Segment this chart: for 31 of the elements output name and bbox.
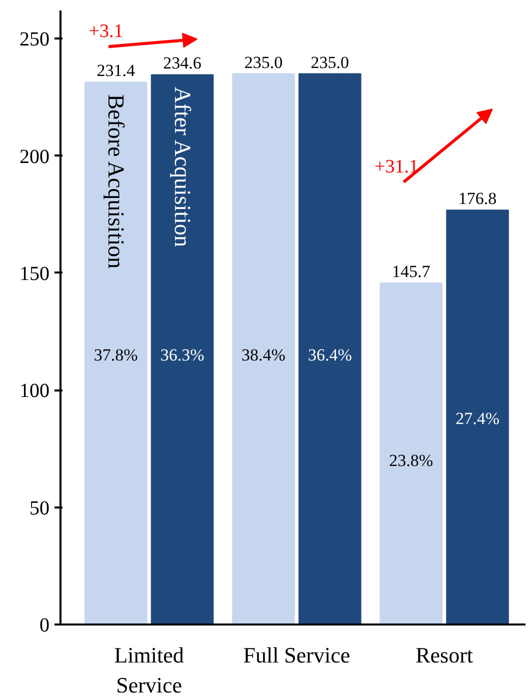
annotation: 36.4% bbox=[308, 345, 352, 364]
data-label: 231.4 bbox=[96, 61, 136, 80]
y-tick-label: 50 bbox=[30, 497, 50, 520]
y-tick-label: 200 bbox=[20, 146, 50, 168]
y-tick-label: 150 bbox=[20, 262, 50, 285]
y-tick-label: 250 bbox=[20, 28, 50, 51]
bar bbox=[298, 73, 362, 624]
series-label: After Acquisition bbox=[170, 86, 195, 248]
x-tick-label: Resort bbox=[416, 642, 474, 668]
annotation: 27.4% bbox=[456, 408, 500, 428]
annotation: 37.8% bbox=[94, 345, 138, 364]
annotation: 38.4% bbox=[242, 345, 286, 364]
data-label: 145.7 bbox=[392, 262, 431, 282]
bar bbox=[232, 73, 295, 624]
bar bbox=[446, 210, 509, 624]
series-label: Before Acquisition bbox=[103, 94, 128, 270]
y-tick-label: 100 bbox=[20, 380, 50, 402]
data-label: 235.0 bbox=[310, 52, 350, 72]
y-tick-label: 0 bbox=[40, 614, 50, 636]
x-tick-label: Limited Service bbox=[114, 642, 184, 698]
bar bbox=[84, 82, 148, 624]
data-label: 176.8 bbox=[458, 189, 497, 208]
x-tick-label: Full Service bbox=[243, 642, 350, 668]
bar bbox=[150, 74, 214, 624]
data-label: 235.0 bbox=[244, 52, 283, 72]
data-label: 234.6 bbox=[163, 54, 202, 73]
bar bbox=[380, 282, 442, 624]
annotation: 36.3% bbox=[160, 345, 204, 364]
annotation: 23.8% bbox=[389, 450, 434, 470]
annotation: +3.1 bbox=[88, 21, 124, 42]
annotation: +31.1 bbox=[374, 156, 418, 178]
